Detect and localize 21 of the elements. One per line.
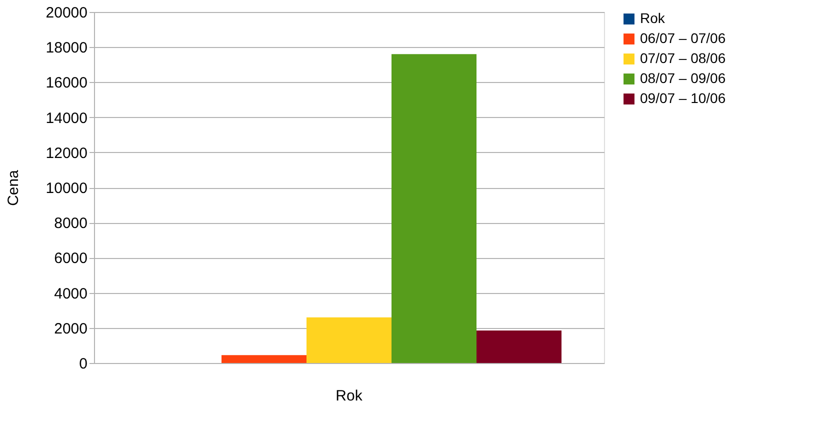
y-tick-label: 6000 bbox=[54, 250, 88, 268]
y-tick-label: 2000 bbox=[54, 320, 88, 338]
legend-label: 09/07 – 10/06 bbox=[640, 90, 726, 106]
legend-label: 08/07 – 09/06 bbox=[640, 70, 726, 86]
y-tick-label: 14000 bbox=[46, 110, 88, 127]
y-tick-label: 12000 bbox=[46, 144, 88, 162]
bar bbox=[222, 355, 306, 363]
bar bbox=[306, 317, 392, 363]
y-tick-label: 4000 bbox=[54, 285, 88, 302]
legend-label: 07/07 – 08/06 bbox=[640, 50, 726, 66]
y-tick-label: 0 bbox=[79, 356, 88, 372]
y-tick-label: 18000 bbox=[46, 40, 88, 57]
y-tick-label: 20000 bbox=[46, 4, 88, 22]
legend-label: 06/07 – 07/06 bbox=[640, 30, 726, 46]
bar bbox=[476, 330, 562, 363]
y-tick-label: 8000 bbox=[54, 215, 88, 232]
y-tick-label: 10000 bbox=[46, 180, 88, 197]
y-tick-label: 16000 bbox=[46, 74, 88, 92]
y-axis-title: Cena bbox=[4, 169, 22, 206]
legend-label: Rok bbox=[640, 10, 666, 26]
bar bbox=[392, 54, 476, 363]
